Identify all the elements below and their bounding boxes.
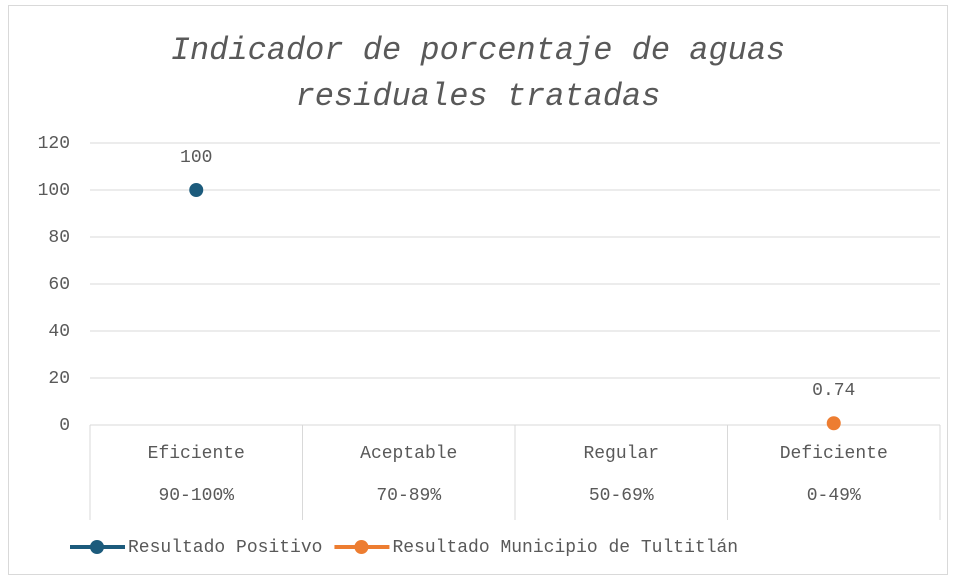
legend-label: Resultado Municipio de Tultitlán bbox=[392, 538, 738, 558]
data-label: 0.74 bbox=[812, 381, 855, 401]
x-subtick-label: 50-69% bbox=[589, 486, 654, 506]
data-label: 100 bbox=[180, 148, 212, 168]
x-subtick-label: 90-100% bbox=[158, 486, 234, 506]
chart-frame bbox=[8, 5, 948, 575]
x-tick-label: Eficiente bbox=[148, 444, 245, 464]
legend-label: Resultado Positivo bbox=[128, 538, 322, 558]
point bbox=[826, 416, 841, 431]
legend-marker bbox=[354, 540, 369, 554]
x-subtick-label: 0-49% bbox=[807, 486, 861, 506]
x-subtick-label: 70-89% bbox=[376, 486, 441, 506]
point bbox=[189, 183, 204, 197]
x-tick-label: Regular bbox=[583, 444, 659, 464]
y-tick-label: 100 bbox=[38, 181, 70, 201]
legend-marker bbox=[90, 540, 104, 554]
y-tick-label: 0 bbox=[59, 416, 70, 436]
chart-title: Indicador de porcentaje de aguas residua… bbox=[170, 32, 786, 115]
y-tick-label: 80 bbox=[48, 228, 70, 248]
y-tick-label: 20 bbox=[48, 369, 70, 389]
y-tick-label: 60 bbox=[48, 275, 70, 295]
x-tick-label: Aceptable bbox=[360, 444, 457, 464]
x-tick-label: Deficiente bbox=[780, 444, 888, 464]
y-tick-label: 40 bbox=[48, 322, 70, 342]
y-tick-label: 120 bbox=[38, 134, 70, 154]
